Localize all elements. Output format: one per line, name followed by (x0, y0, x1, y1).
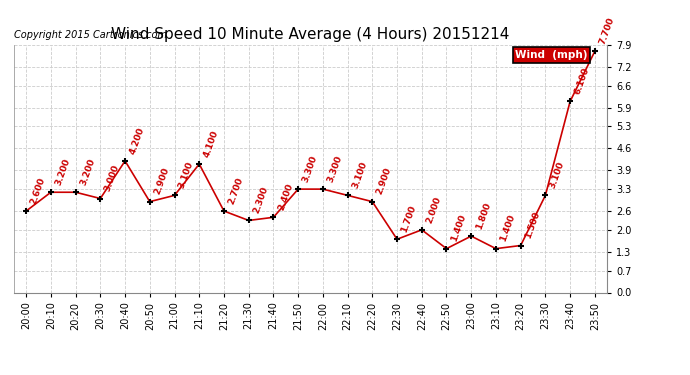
Text: 3.300: 3.300 (326, 154, 344, 183)
Text: 1.500: 1.500 (524, 210, 542, 240)
Text: 2.000: 2.000 (424, 195, 442, 224)
Text: 2.300: 2.300 (251, 185, 270, 215)
Text: 3.100: 3.100 (351, 160, 368, 190)
Text: 4.200: 4.200 (128, 126, 146, 155)
Text: 1.400: 1.400 (499, 213, 517, 243)
Text: 2.900: 2.900 (375, 166, 393, 196)
Text: 3.100: 3.100 (548, 160, 566, 190)
Text: 3.200: 3.200 (79, 157, 97, 187)
Text: 6.100: 6.100 (573, 66, 591, 96)
Text: 1.800: 1.800 (474, 201, 492, 231)
Text: 3.100: 3.100 (177, 160, 195, 190)
Text: 2.700: 2.700 (227, 176, 245, 206)
Text: 3.200: 3.200 (54, 157, 72, 187)
Text: 4.100: 4.100 (202, 129, 220, 159)
Text: 1.700: 1.700 (400, 204, 418, 234)
Title: Wind Speed 10 Minute Average (4 Hours) 20151214: Wind Speed 10 Minute Average (4 Hours) 2… (111, 27, 510, 42)
Text: 1.400: 1.400 (449, 213, 467, 243)
Text: 2.900: 2.900 (152, 166, 170, 196)
Text: 3.300: 3.300 (301, 154, 319, 183)
Text: 3.000: 3.000 (103, 164, 121, 193)
Text: Copyright 2015 Cartronics.com: Copyright 2015 Cartronics.com (14, 30, 167, 40)
Text: 7.700: 7.700 (598, 16, 615, 46)
Text: 2.600: 2.600 (29, 176, 47, 206)
Text: Wind  (mph): Wind (mph) (515, 50, 588, 60)
Text: 2.400: 2.400 (276, 182, 295, 212)
